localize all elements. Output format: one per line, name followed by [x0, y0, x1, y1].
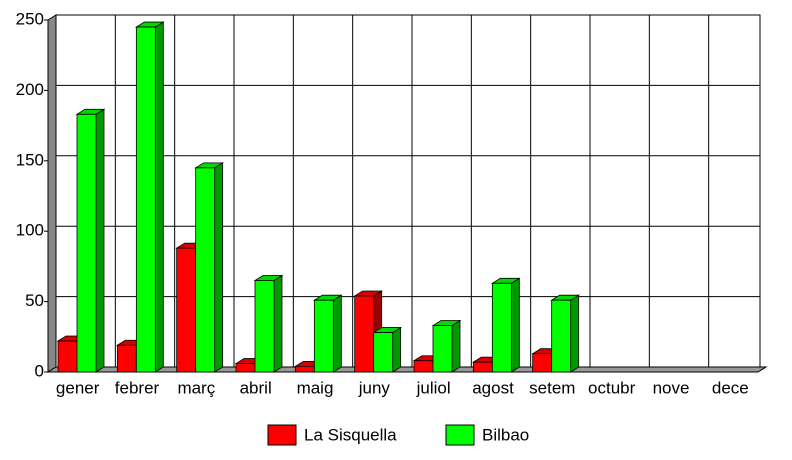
x-tick-label: agost [472, 378, 514, 397]
x-tick-label: dece [712, 378, 749, 397]
bar-front [551, 299, 572, 373]
y-tick-label: 200 [16, 80, 44, 99]
bar-side [273, 274, 283, 373]
bar-front [116, 344, 137, 373]
x-tick-label: abril [240, 378, 272, 397]
bar [550, 294, 581, 373]
bar-front [294, 365, 315, 373]
x-tick-label: gener [56, 378, 100, 397]
y-tick-label: 250 [16, 9, 44, 28]
x-tick-label: maig [297, 378, 334, 397]
y-tick-label: 150 [16, 150, 44, 169]
y-tick-label: 0 [35, 361, 44, 380]
bar-side [332, 294, 342, 373]
floor [46, 366, 768, 373]
bar-side [392, 326, 402, 373]
y-tick-label: 50 [25, 291, 44, 310]
bar-side [451, 319, 461, 373]
x-tick-label: febrer [115, 378, 160, 397]
x-tick-label: setem [529, 378, 575, 397]
bar-side [510, 277, 520, 373]
bar-side [214, 162, 224, 373]
bar [431, 319, 462, 373]
bar-side [154, 21, 164, 373]
bar-front [491, 282, 512, 373]
legend-swatch [267, 424, 297, 446]
bar-front [176, 247, 197, 373]
bar-front [354, 295, 375, 373]
x-tick-label: octubr [588, 378, 636, 397]
back-wall [55, 14, 761, 368]
bar [253, 274, 284, 373]
legend-swatch [445, 424, 475, 446]
x-tick-label: nove [653, 378, 690, 397]
bar-front [313, 299, 334, 373]
bar-front [76, 113, 97, 373]
bar-side [95, 108, 105, 373]
bar [372, 326, 403, 373]
bar-front [432, 325, 453, 373]
x-tick-label: juny [358, 378, 391, 397]
bar [75, 108, 106, 373]
legend-label: La Sisquella [304, 425, 397, 444]
legend-label: Bilbao [482, 425, 529, 444]
bar-front [135, 26, 156, 373]
left-wall [47, 14, 57, 373]
bar [312, 294, 343, 373]
bar [134, 21, 165, 373]
bar-front [195, 167, 216, 373]
bar-side [570, 294, 580, 373]
bar-front [413, 360, 434, 373]
x-tick-label: març [177, 378, 215, 397]
bar-front [254, 280, 275, 373]
bar-front [57, 340, 78, 373]
bar-front [235, 363, 256, 373]
bar-front [472, 361, 493, 373]
bar-front [532, 353, 553, 373]
bar-front [373, 332, 394, 373]
bar [490, 277, 521, 373]
x-tick-label: juliol [416, 378, 451, 397]
bar [194, 162, 225, 373]
y-tick-label: 100 [16, 221, 44, 240]
